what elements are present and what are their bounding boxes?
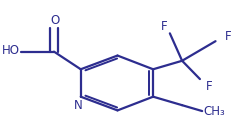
Text: F: F — [160, 20, 167, 33]
Text: CH₃: CH₃ — [203, 105, 224, 118]
Text: O: O — [50, 14, 59, 27]
Text: HO: HO — [2, 44, 19, 57]
Text: F: F — [205, 80, 211, 93]
Text: N: N — [74, 99, 82, 112]
Text: F: F — [224, 30, 230, 43]
